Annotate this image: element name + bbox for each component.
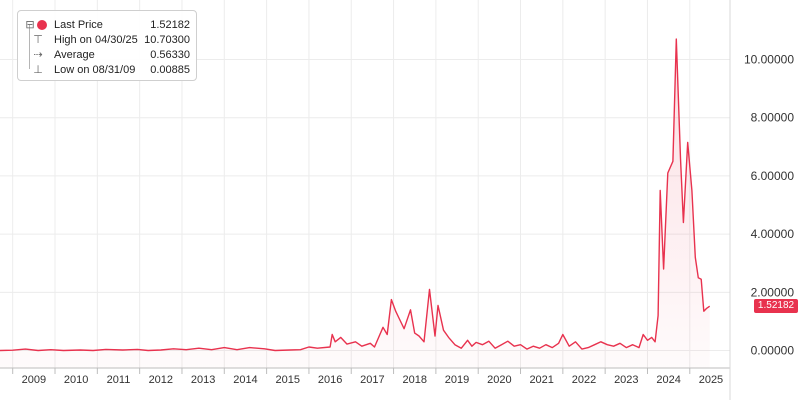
x-tick-label: 2015 (276, 374, 300, 386)
red-dot-icon (37, 20, 47, 30)
y-tick-label: 2.00000 (751, 285, 795, 299)
price-line[interactable] (0, 38, 711, 352)
series-line[interactable] (0, 38, 711, 352)
legend-value: 1.52182 (150, 19, 190, 31)
legend-item-average: ⇢ Average 0.56330 (18, 48, 196, 62)
x-tick-label: 2016 (318, 374, 342, 386)
x-tick-label: 2019 (445, 374, 469, 386)
chart-legend: ⊟ Last Price 1.52182 ⊤ High on 04/30/25 … (17, 10, 197, 81)
legend-value: 0.00885 (150, 64, 190, 76)
y-tick-label: 8.00000 (751, 111, 795, 125)
legend-item-low: ⊥ Low on 08/31/09 0.00885 (18, 63, 196, 77)
x-tick-label: 2011 (107, 374, 131, 386)
low-marker-icon: ⊥ (33, 64, 43, 76)
x-tick-label: 2022 (572, 374, 596, 386)
y-tick-label: 0.00000 (751, 344, 795, 358)
y-tick-label: 10.00000 (744, 52, 794, 66)
minus-square-icon[interactable]: ⊟ (25, 19, 35, 31)
price-area (0, 39, 710, 368)
x-tick-label: 2013 (191, 374, 215, 386)
x-tick-label: 2014 (233, 374, 257, 386)
legend-tree-line (29, 25, 30, 69)
x-tick-label: 2009 (22, 374, 46, 386)
x-tick-label: 2023 (614, 374, 638, 386)
y-axis: 0.00000 2.00000 4.00000 6.00000 8.00000 10.00… (729, 0, 795, 400)
legend-value: 0.56330 (150, 49, 190, 61)
series-area-fill (0, 39, 710, 368)
legend-value: 10.70300 (144, 34, 190, 46)
x-tick-label: 2020 (487, 374, 511, 386)
legend-item-high: ⊤ High on 04/30/25 10.70300 (18, 33, 196, 47)
y-tick-label: 4.00000 (751, 227, 795, 241)
legend-label: High on 04/30/25 (54, 34, 138, 46)
x-tick-label: 2010 (64, 374, 88, 386)
average-marker-icon: ⇢ (33, 49, 43, 61)
legend-label: Last Price (54, 19, 103, 31)
legend-label: Average (54, 49, 95, 61)
x-tick-label: 2018 (402, 374, 426, 386)
legend-item-last-price[interactable]: ⊟ Last Price 1.52182 (18, 18, 196, 32)
x-tick-label: 2024 (656, 374, 680, 386)
y-tick-label: 6.00000 (751, 169, 795, 183)
x-axis: 2009 2010 2011 2012 2013 2014 2015 2016 2017 2018… (0, 367, 730, 386)
high-marker-icon: ⊤ (33, 34, 43, 46)
x-tick-label: 2012 (149, 374, 173, 386)
x-tick-label: 2025 (699, 374, 723, 386)
last-price-badge: 1.52182 (754, 299, 798, 314)
x-tick-label: 2021 (529, 374, 553, 386)
legend-label: Low on 08/31/09 (54, 64, 136, 76)
x-tick-label: 2017 (360, 374, 384, 386)
